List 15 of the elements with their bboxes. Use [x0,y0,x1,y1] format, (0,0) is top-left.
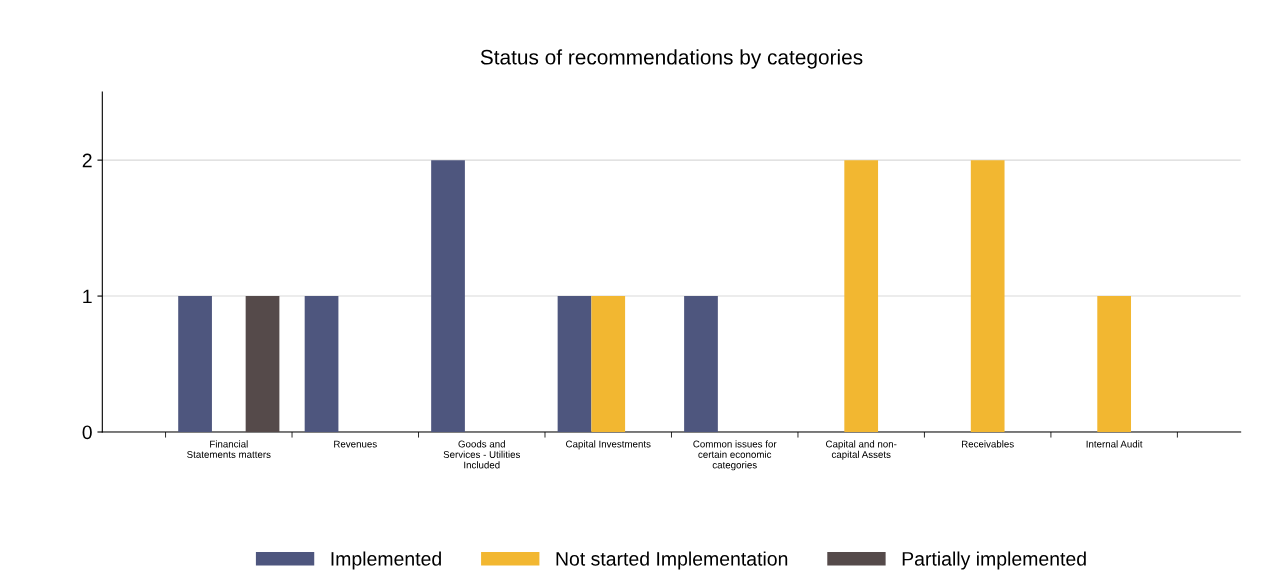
y-tick-label: 1 [83,289,92,304]
chart-title: Status of recommendations by categories [480,49,863,69]
y-tick-label: 2 [82,153,92,168]
x-tick-label: Revenues [334,440,377,448]
x-tick-label: Capital and non- capital Assets [826,440,897,460]
x-tick-label: Capital Investments [566,440,651,450]
legend-label: Not started Implementation [556,551,788,570]
x-tick-label: Internal Audit [1086,440,1143,448]
x-tick-label: Receivables [961,440,1014,448]
legend-label: Partially implemented [902,551,1086,570]
y-tick-label: 0 [82,425,92,440]
x-tick-label: Financial Statements matters [187,440,271,458]
x-tick-label: Goods and Services - Utilities Included [443,440,521,469]
legend-label: Implemented [331,551,441,570]
x-tick-label: Common issues for certain economic categories [693,440,777,471]
